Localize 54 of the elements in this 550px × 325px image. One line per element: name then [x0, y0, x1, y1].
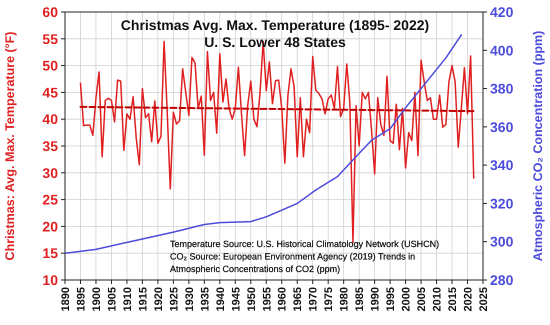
x-tick-label: 1980 — [338, 287, 351, 312]
x-tick-label: 1975 — [323, 287, 336, 312]
y-tick-label: 30 — [42, 164, 58, 181]
y2-tick-label: 360 — [490, 118, 514, 135]
y2-tick-label: 280 — [490, 272, 514, 288]
x-tick-label: 2020 — [462, 287, 475, 312]
text: U. S. Lower 48 States — [204, 34, 346, 50]
x-tick-label: 1965 — [292, 287, 304, 312]
x-tick-label: 1895 — [75, 287, 88, 312]
x-tick-label: 2000 — [400, 287, 413, 312]
x-tick-label: 2025 — [478, 287, 490, 312]
x-tick-label: 1910 — [122, 287, 134, 312]
x-tick-label: 1970 — [308, 287, 320, 312]
y2-tick-label: 420 — [490, 4, 514, 20]
x-tick-label: 1935 — [199, 287, 212, 312]
x-tick-label: 1960 — [276, 287, 289, 312]
x-tick-label: 1985 — [354, 287, 366, 312]
x-tick-label: 1990 — [370, 287, 382, 312]
x-tick-label: 1905 — [106, 287, 118, 312]
y2-tick-label: 380 — [490, 80, 514, 97]
y2-tick-label: 400 — [490, 42, 514, 58]
y-axis-title: Christmas: Avg. Max. Temperature (°F) — [3, 32, 17, 260]
y-tick-label: 35 — [42, 138, 58, 154]
x-tick-label: 2010 — [432, 287, 444, 312]
x-tick-label: 1945 — [230, 287, 242, 312]
x-tick-label: 1930 — [184, 287, 196, 312]
x-tick-label: 1940 — [214, 287, 227, 312]
y2-tick-label: 320 — [490, 195, 514, 212]
x-tick-label: 1955 — [261, 287, 274, 312]
x-tick-label: 1900 — [90, 287, 103, 312]
y-tick-label: 40 — [42, 111, 58, 128]
y2-axis-title: Atmospheric CO₂ Concentration (ppm) — [531, 30, 545, 262]
y2-tick-label: 340 — [490, 157, 514, 174]
x-tick-label: 1890 — [60, 287, 72, 312]
x-tick-label: 2015 — [447, 287, 460, 312]
x-tick-label: 1925 — [168, 287, 180, 312]
annotation: CO₂ Source: European Environment Agency (2019) Trends in — [170, 252, 416, 262]
annotation: Atmospheric Concentrations of CO2 (ppm) — [170, 264, 340, 274]
y2-tick-label: 300 — [490, 234, 514, 250]
y-tick-label: 25 — [42, 192, 58, 208]
x-tick-label: 1950 — [246, 287, 258, 312]
x-tick-label: 2005 — [416, 287, 428, 312]
y-tick-label: 20 — [42, 218, 58, 234]
y-tick-label: 55 — [42, 30, 58, 47]
y-tick-label: 45 — [42, 84, 58, 100]
y-tick-label: 50 — [42, 58, 58, 74]
y-tick-label: 10 — [42, 272, 58, 288]
annotation: Temperature Source: U.S. Historical Climatology Network (USHCN) — [170, 239, 440, 249]
x-tick-label: 1915 — [137, 287, 150, 312]
x-tick-label: 1995 — [385, 287, 398, 312]
y-tick-label: 60 — [42, 4, 58, 20]
y-tick-label: 15 — [42, 245, 58, 262]
chart-title: Christmas Avg. Max. Temperature (1895- 2022) — [120, 17, 430, 33]
x-tick-label: 1920 — [152, 287, 165, 312]
